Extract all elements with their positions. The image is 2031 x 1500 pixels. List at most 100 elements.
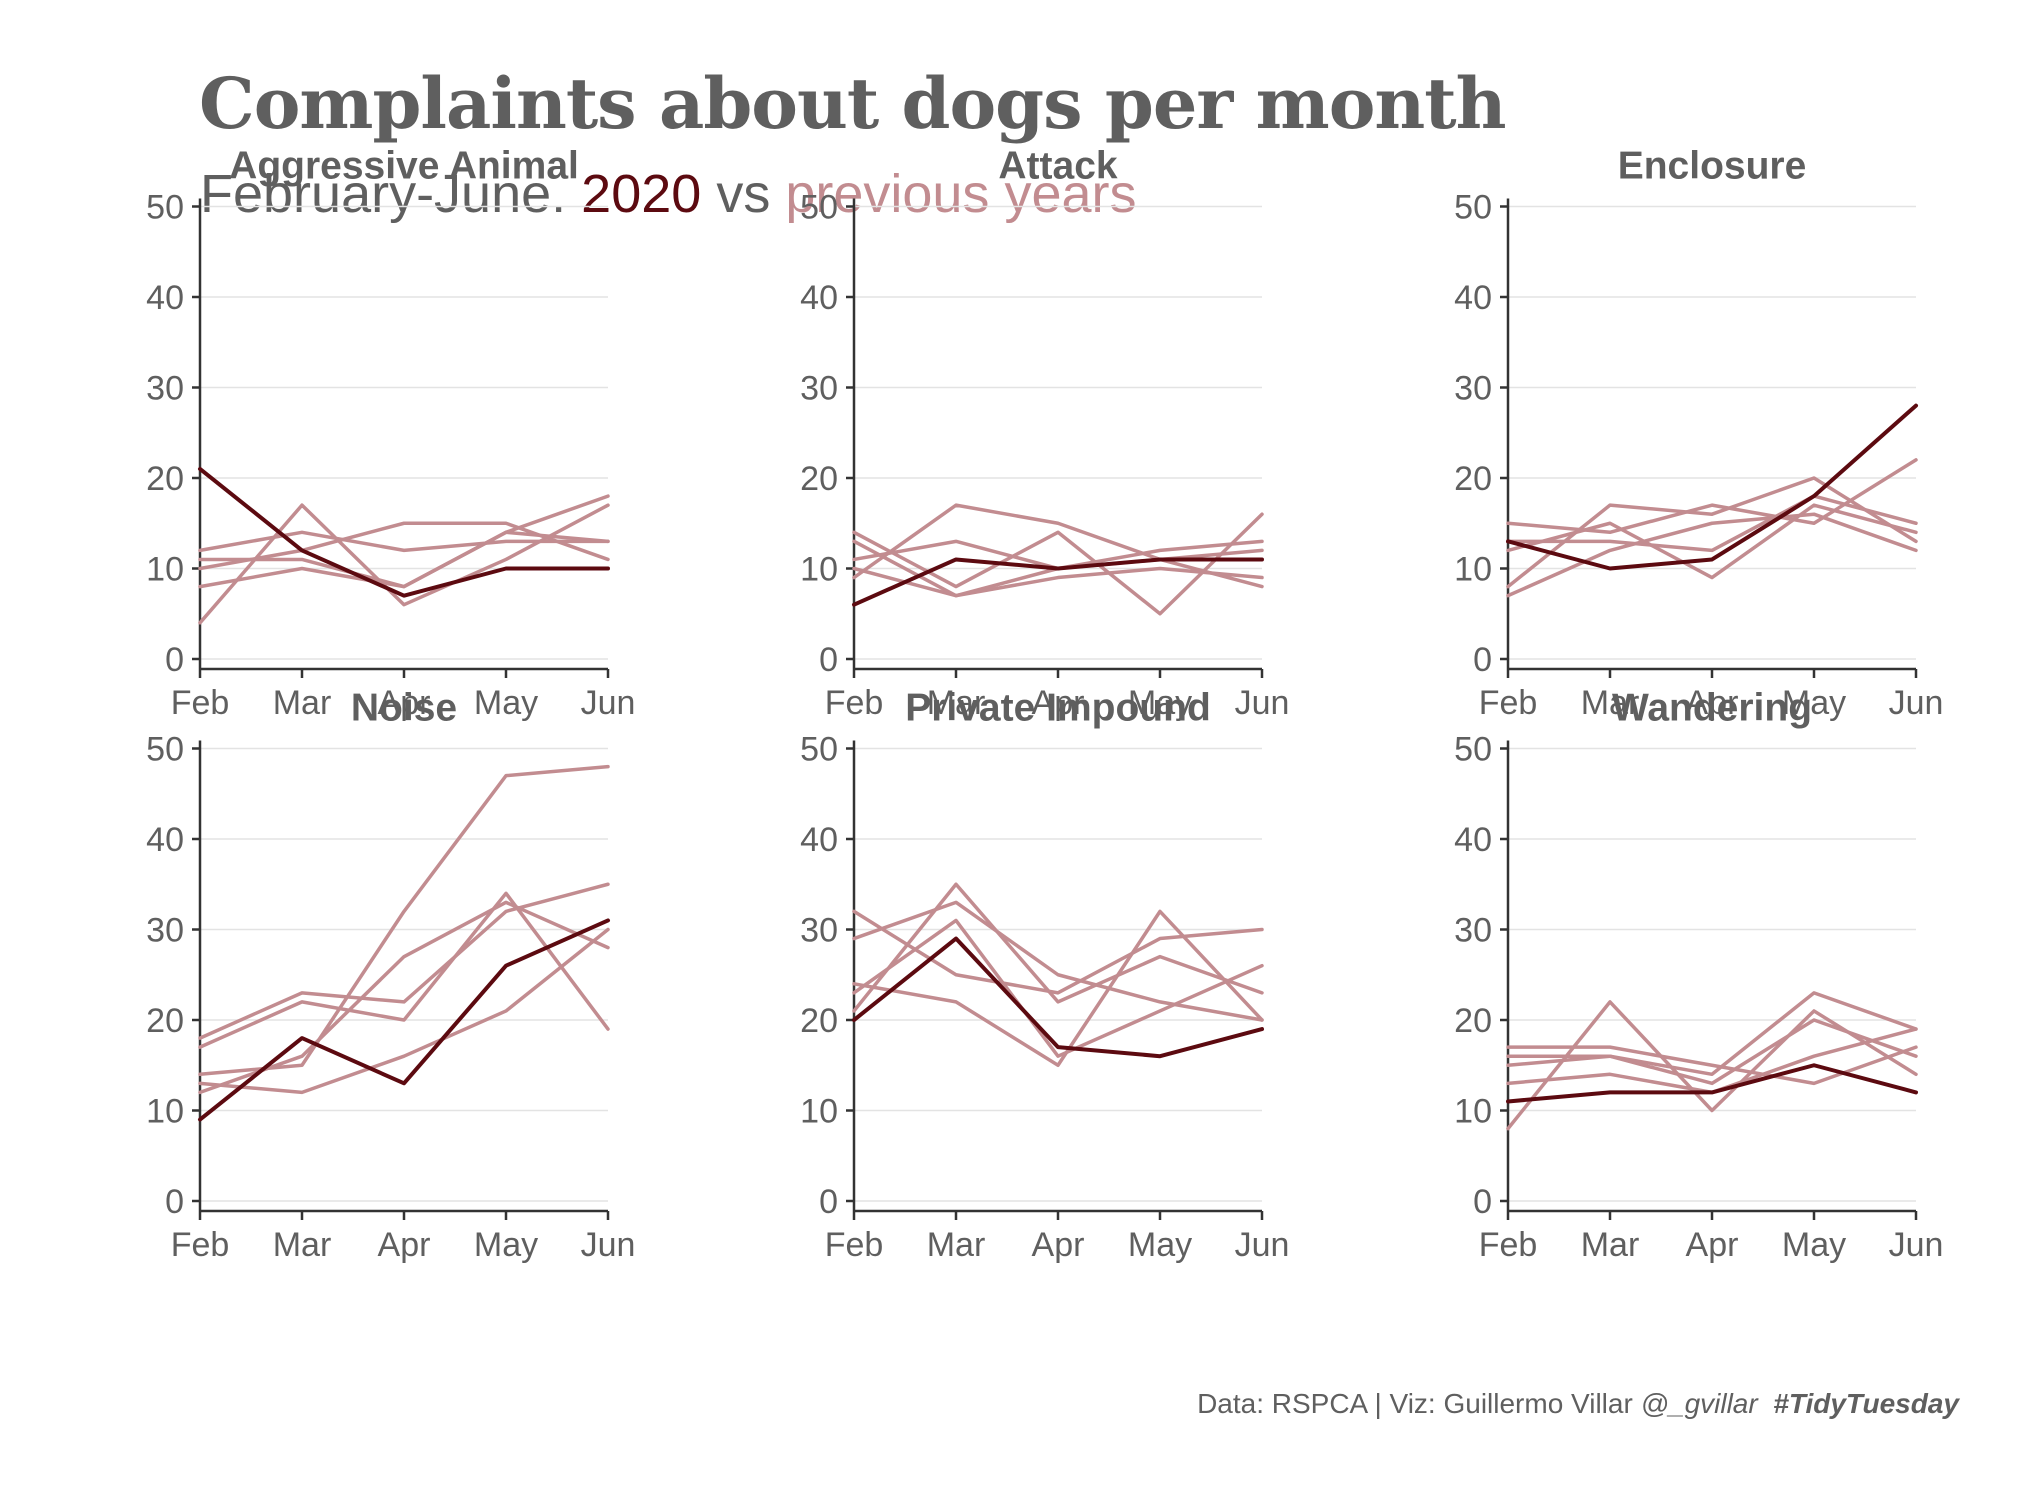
y-tick-label: 30 [146,370,184,408]
x-tick-label: May [1782,1226,1846,1264]
y-tick-label: 0 [819,1183,838,1221]
y-tick-label: 30 [1454,912,1492,950]
x-tick-label: May [1782,684,1846,722]
panel-title: Enclosure [1618,145,1807,188]
x-tick-label: Apr [1686,684,1739,722]
caption: Data: RSPCA | Viz: Guillermo Villar @_gv… [1197,1388,1959,1420]
y-tick-label: 30 [800,370,838,408]
y-tick-label: 0 [165,641,184,679]
previous-year-line [198,891,610,1049]
y-tick-label: 0 [1473,641,1492,679]
current-year-line [198,466,610,598]
x-tick-label: Apr [1032,684,1085,722]
x-tick-label: May [1128,1226,1192,1264]
previous-year-line [1506,512,1918,598]
y-tick-label: 0 [1473,1183,1492,1221]
panel-noise: Noise 0 10 20 30 40 50 Feb Mar Apr May Jun [146,687,635,1265]
panel-wandering: Wandering 0 10 20 30 40 50 Feb Mar Apr May Jun [1454,687,1943,1265]
current-year-line [852,557,1264,607]
subtitle-lead: February-June. [200,164,582,224]
y-tick-label: 50 [800,731,838,769]
y-tick-label: 10 [146,1093,184,1131]
x-tick-label: Apr [1032,1226,1085,1264]
panel-title: Attack [998,145,1118,188]
y-tick-label: 20 [1454,460,1492,498]
y-tick-label: 20 [146,460,184,498]
y-tick-label: 20 [800,460,838,498]
panel-aggressive-animal: Aggressive Animal 0 10 20 30 40 50 Feb Mar Apr May… [146,145,635,723]
previous-year-line [198,882,610,1040]
y-tick-label: 40 [1454,279,1492,317]
previous-year-line [1506,1045,1918,1086]
previous-year-line [198,927,610,1095]
previous-year-line [1506,494,1918,553]
y-tick-label: 40 [800,279,838,317]
y-tick-label: 10 [1454,551,1492,589]
previous-year-line [1506,503,1918,580]
previous-year-line [852,909,1264,995]
previous-year-line [198,530,610,589]
y-tick-label: 10 [800,1093,838,1131]
current-year-line [198,918,610,1122]
previous-year-line [198,521,610,571]
previous-year-line [852,882,1264,1013]
x-tick-label: Feb [825,684,884,722]
panel-title: Aggressive Animal [229,145,579,188]
x-tick-label: Jun [1235,1226,1290,1264]
y-tick-label: 30 [800,912,838,950]
y-tick-label: 40 [800,821,838,859]
y-tick-label: 0 [165,1183,184,1221]
chart-title: Complaints about dogs per month [199,62,1507,145]
x-tick-label: May [474,1226,538,1264]
y-tick-label: 10 [800,551,838,589]
x-tick-label: Mar [273,684,332,722]
x-tick-label: Mar [1581,1226,1640,1264]
x-tick-label: Feb [1479,684,1538,722]
subtitle-current-year: 2020 [581,164,702,224]
previous-year-line [852,503,1264,580]
x-tick-label: May [1128,684,1192,722]
x-tick-label: Mar [1581,684,1640,722]
x-tick-label: May [474,684,538,722]
panel-title: Noise [351,687,457,730]
y-tick-label: 10 [1454,1093,1492,1131]
x-tick-label: Mar [927,1226,986,1264]
caption-hashtag: #TidyTuesday [1773,1388,1959,1419]
previous-year-line [198,900,610,1095]
x-tick-label: Jun [1889,1226,1944,1264]
y-tick-label: 50 [146,731,184,769]
subtitle-vs: vs [701,164,786,224]
subtitle-previous-years: previous years [785,164,1137,224]
previous-year-line [852,512,1264,616]
current-year-line [1506,1063,1918,1104]
x-tick-label: Feb [171,684,230,722]
y-tick-label: 50 [1454,189,1492,227]
previous-year-line [852,909,1264,1067]
y-tick-label: 20 [800,1002,838,1040]
y-tick-label: 20 [146,1002,184,1040]
panel-private-impound: Private Impound 0 10 20 30 40 50 Feb Mar Apr May Ju… [800,687,1289,1265]
x-tick-label: Apr [378,1226,431,1264]
panel-attack: Attack 0 10 20 30 40 50 Feb Mar Apr May Jun [800,145,1289,723]
panel-enclosure: Enclosure 0 10 20 30 40 50 Feb Mar Apr May Jun [1454,145,1943,723]
y-tick-label: 40 [146,279,184,317]
previous-year-line [852,566,1264,598]
y-tick-label: 40 [1454,821,1492,859]
previous-year-line [1506,458,1918,535]
y-tick-label: 50 [1454,731,1492,769]
caption-source: Data: RSPCA | Viz: Guillermo Villar [1197,1388,1641,1419]
y-tick-label: 20 [1454,1002,1492,1040]
previous-year-line [852,918,1264,1058]
y-tick-label: 10 [146,551,184,589]
current-year-line [1506,403,1918,571]
x-tick-label: Jun [1889,684,1944,722]
previous-year-line [1506,991,1918,1077]
x-tick-label: Feb [171,1226,230,1264]
x-tick-label: Jun [1235,684,1290,722]
x-tick-label: Feb [1479,1226,1538,1264]
y-tick-label: 50 [146,189,184,227]
x-tick-label: Feb [825,1226,884,1264]
y-tick-label: 50 [800,189,838,227]
previous-year-line [852,900,1264,1022]
